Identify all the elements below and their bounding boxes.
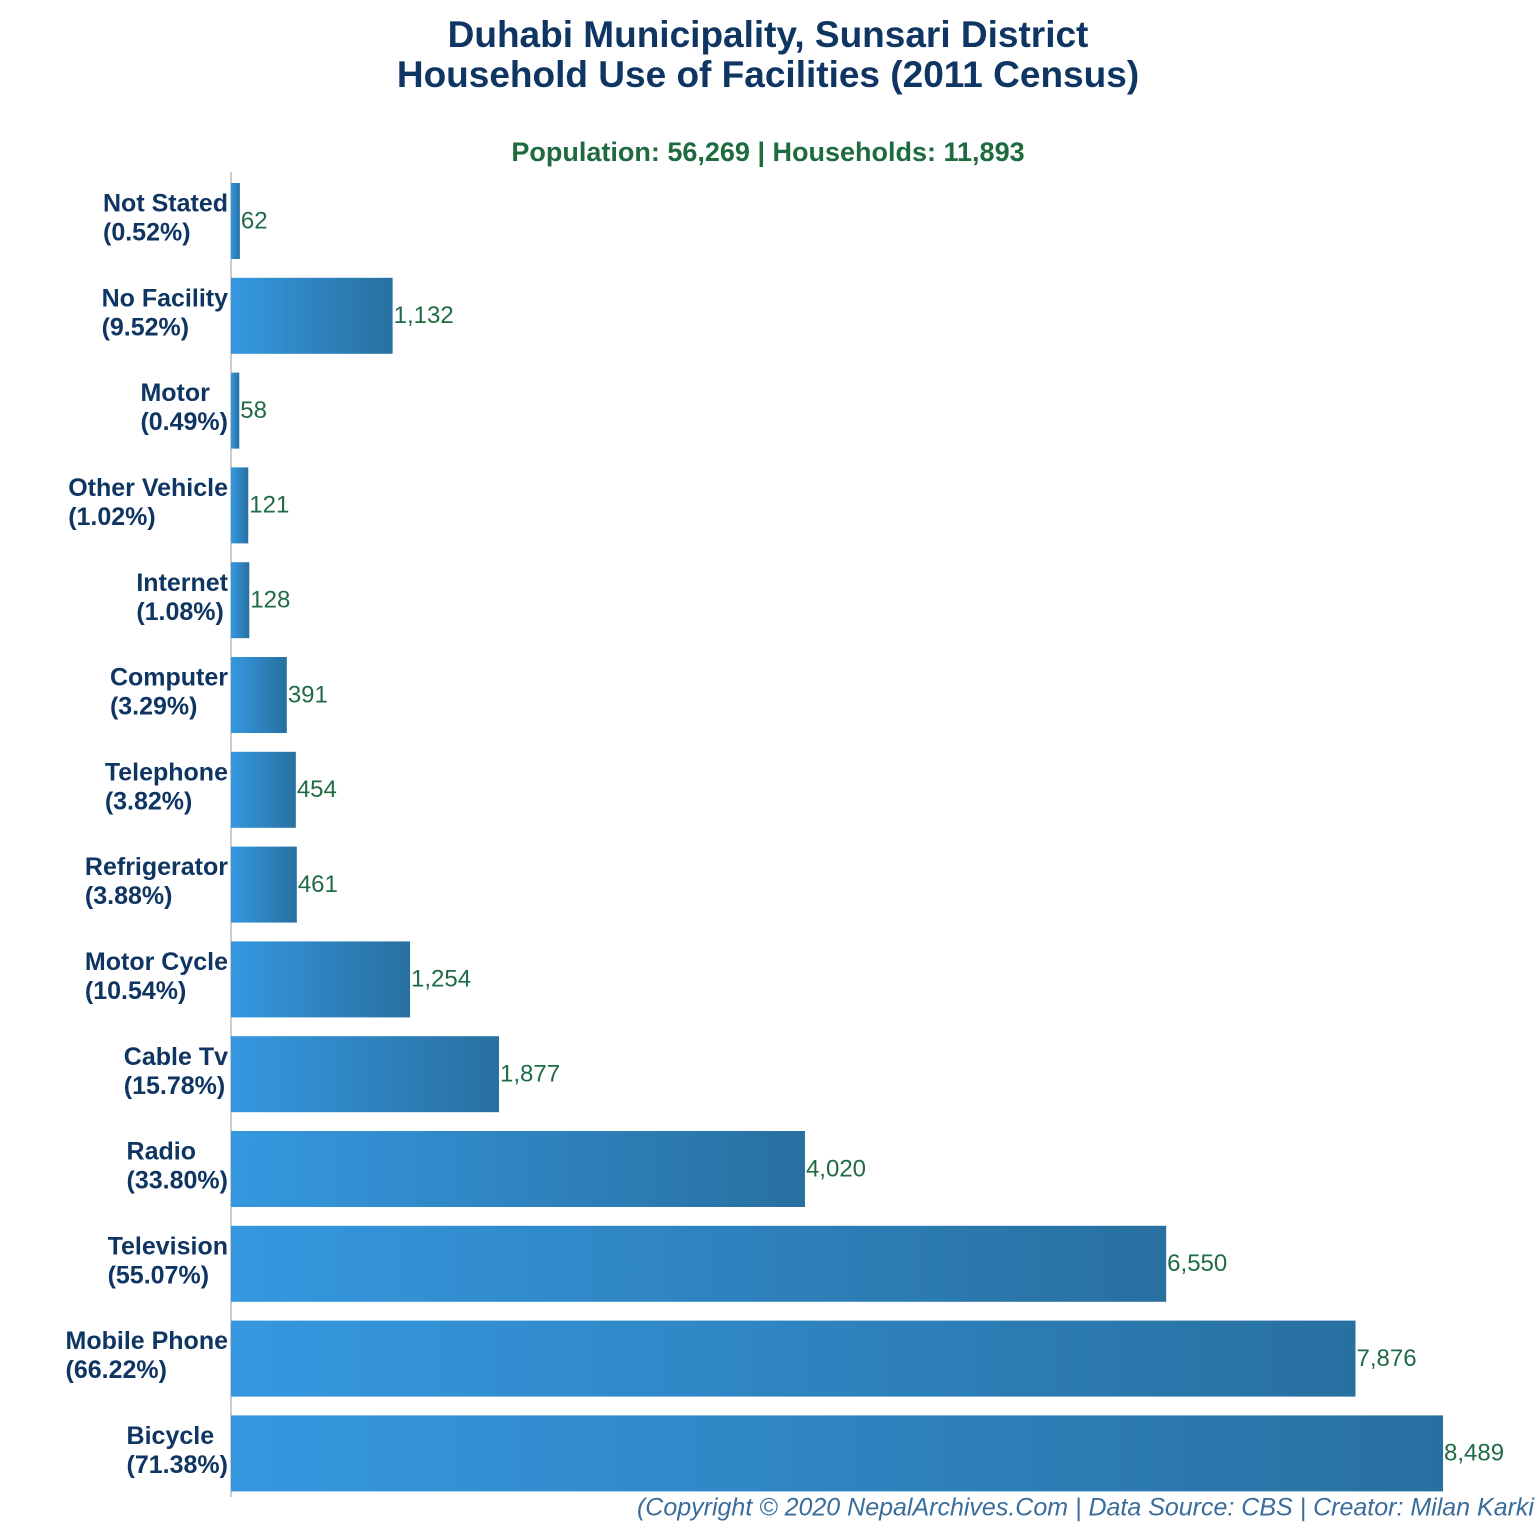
value-label: 128 <box>250 587 290 614</box>
category-label: Television <box>108 1232 228 1260</box>
category-label: Motor Cycle <box>85 948 228 976</box>
category-label: Mobile Phone <box>66 1327 229 1355</box>
bar <box>231 751 296 828</box>
bar <box>231 941 411 1018</box>
bar <box>231 1036 499 1113</box>
category-note: (71.38%) <box>127 1451 228 1479</box>
bar <box>231 467 249 544</box>
bar <box>231 1415 1444 1492</box>
bar <box>231 562 250 639</box>
category-label: No Facility <box>102 284 229 312</box>
category-note: (33.80%) <box>127 1167 228 1195</box>
bar <box>231 1225 1167 1302</box>
category-label: Refrigerator <box>85 853 228 881</box>
category-label: Computer <box>110 664 228 692</box>
value-label: 461 <box>298 871 338 898</box>
value-label: 1,877 <box>500 1061 560 1088</box>
category-note: (0.49%) <box>140 408 228 436</box>
category-label: Cable Tv <box>124 1043 228 1071</box>
value-label: 454 <box>297 776 337 803</box>
category-label: Radio <box>127 1138 196 1166</box>
value-label: 4,020 <box>806 1155 866 1182</box>
bar <box>231 372 240 449</box>
category-label: Other Vehicle <box>68 474 228 502</box>
category-label: Motor <box>140 379 210 407</box>
chart-title: Household Use of Facilities (2011 Census… <box>397 54 1139 95</box>
bar <box>231 846 297 923</box>
category-note: (66.22%) <box>66 1356 167 1384</box>
chart-subtitle: Population: 56,269 | Households: 11,893 <box>511 137 1024 167</box>
category-note: (9.52%) <box>102 313 190 341</box>
value-label: 7,876 <box>1357 1345 1417 1372</box>
value-label: 8,489 <box>1444 1440 1504 1467</box>
category-note: (55.07%) <box>108 1261 209 1289</box>
category-note: (3.82%) <box>105 787 193 815</box>
bar <box>231 1320 1356 1397</box>
bar <box>231 657 287 733</box>
category-label: Internet <box>136 569 228 597</box>
category-note: (3.29%) <box>110 693 198 721</box>
category-label: Not Stated <box>103 190 228 218</box>
bar <box>231 1131 805 1207</box>
footer: (Copyright © 2020 NepalArchives.Com | Da… <box>637 1494 1535 1522</box>
category-note: (15.78%) <box>124 1072 225 1100</box>
value-label: 121 <box>249 492 289 519</box>
value-label: 1,132 <box>394 302 454 329</box>
category-note: (1.02%) <box>68 503 156 531</box>
value-label: 58 <box>240 397 267 424</box>
category-note: (10.54%) <box>85 977 186 1005</box>
chart-title: Duhabi Municipality, Sunsari District <box>448 14 1089 55</box>
bar <box>231 183 240 259</box>
category-note: (0.52%) <box>103 219 191 247</box>
category-label: Bicycle <box>127 1422 215 1450</box>
value-label: 1,254 <box>411 966 471 993</box>
category-note: (1.08%) <box>136 598 224 626</box>
category-label: Telephone <box>105 758 228 786</box>
value-label: 391 <box>288 681 328 708</box>
value-label: 6,550 <box>1167 1250 1227 1277</box>
bar <box>231 277 393 354</box>
category-note: (3.88%) <box>85 882 173 910</box>
value-label: 62 <box>241 207 268 234</box>
